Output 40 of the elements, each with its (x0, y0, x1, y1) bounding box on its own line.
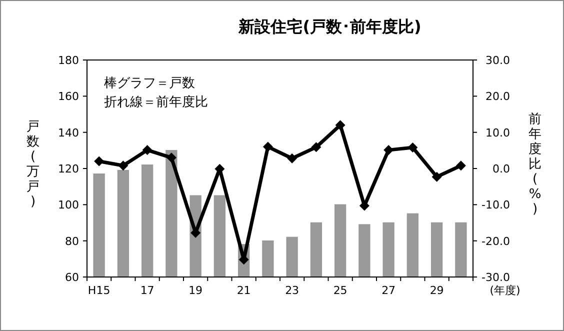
y-axis-title: 戸数(万戸) (26, 120, 40, 210)
annotation: 棒グラフ＝戸数 (104, 76, 195, 91)
y2-tick-label: 30.0 (486, 54, 510, 67)
y2-tick-label: -20.0 (482, 234, 510, 248)
y-tick-label: 80 (65, 234, 79, 248)
x-tick-label: H15 (88, 284, 110, 297)
y2-tick-label: 20.0 (486, 90, 510, 104)
point (142, 145, 152, 156)
y2-tick-label: 10.0 (486, 126, 510, 140)
y2-axis-title: 前年度比(%) (528, 112, 542, 217)
y-tick-label: 160 (58, 90, 79, 104)
x-tick-label: 19 (188, 284, 203, 297)
point (456, 160, 466, 171)
point (287, 153, 298, 164)
y2-tick-label: -30.0 (482, 271, 510, 284)
point (166, 152, 176, 163)
x-tick-label: 21 (236, 284, 251, 297)
x-tick-label: 29 (430, 284, 444, 297)
y-tick-label: 100 (58, 198, 79, 212)
point (408, 142, 418, 153)
x-tick-label: 27 (382, 284, 396, 297)
point (432, 172, 442, 182)
y-tick-label: 140 (58, 126, 79, 140)
y2-tick-label: 0.0 (492, 162, 510, 176)
x-tick-label: 25 (333, 284, 348, 297)
point (118, 160, 128, 171)
chart-title: 新設住宅(戸数･前年度比) (238, 17, 422, 36)
y-tick-label: 60 (65, 271, 79, 284)
annotation: 折れ線＝前年度比 (104, 94, 208, 110)
point (335, 120, 346, 130)
x-axis-title: (年度) (490, 284, 520, 297)
point (262, 142, 273, 152)
point (94, 156, 104, 166)
x-tick-label: 17 (140, 284, 154, 297)
y2-tick-label: -10.0 (482, 198, 510, 212)
y-tick-label: 180 (58, 54, 79, 67)
point (384, 145, 394, 156)
point (311, 142, 322, 152)
x-tick-label: 23 (285, 284, 300, 297)
y-tick-label: 120 (58, 162, 79, 176)
